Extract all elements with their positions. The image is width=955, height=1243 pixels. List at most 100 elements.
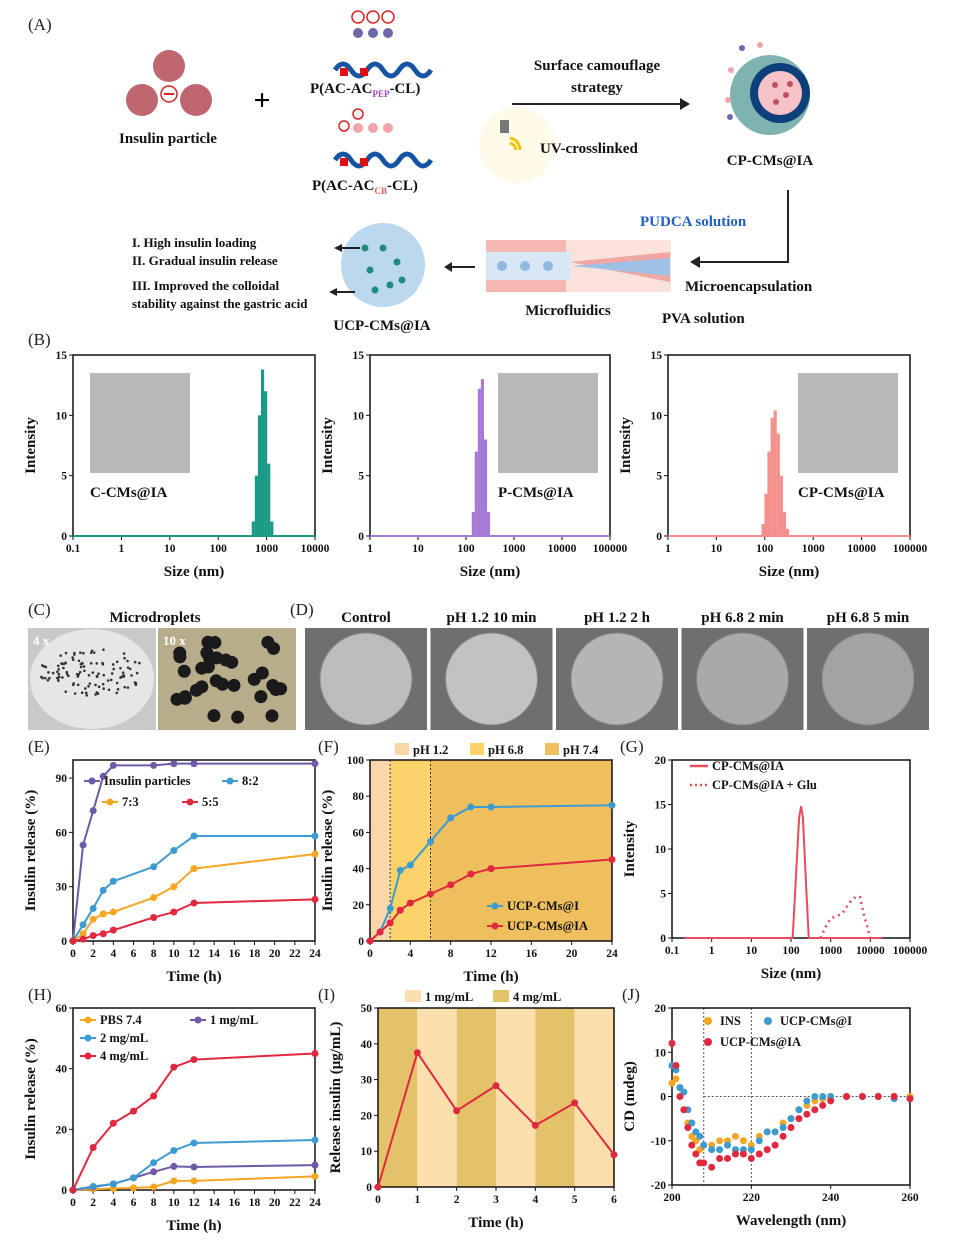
y-tick-label: 10 [361,1146,373,1158]
data-point [890,1093,898,1100]
series-line-1 [819,894,872,939]
data-point [311,1172,319,1180]
legend-label: UCP-CMs@I [780,1014,852,1028]
y-axis-label: Intensity [320,417,336,474]
data-point [731,1132,739,1140]
data-point [190,832,198,840]
x-tick-label: 6 [131,1197,137,1209]
histogram-bar [770,417,774,536]
data-point [150,1183,158,1191]
data-point [708,1163,716,1171]
pva-label: PVA solution [662,311,745,327]
sem-image-2 [556,628,678,730]
legend-swatch [405,990,421,1002]
histogram-bar [480,379,484,536]
data-point [427,890,434,898]
legend-label: CP-CMs@IA [712,759,784,773]
data-point [874,1093,882,1100]
panel-label-j: (J) [622,985,640,1004]
x-tick-label: 16 [526,948,538,960]
sem-title: pH 1.2 10 min [446,610,537,626]
data-point [170,883,178,891]
data-point [811,1093,819,1100]
legend-label: pH 6.8 [488,743,523,757]
data-point [487,803,495,811]
y-tick-label: 20 [655,755,667,767]
data-point [571,1099,579,1107]
x-axis-label: Wavelength (nm) [736,1213,846,1229]
polymer-pep-illustration [332,10,434,79]
data-point [150,863,158,871]
sem-images: Control pH 1.2 10 min pH 1.2 2 h pH 6.8 2 m… [305,610,929,730]
y-tick-label: 15 [655,800,667,812]
data-point [69,937,77,945]
panel-label-c: (C) [28,600,51,619]
data-point [190,1056,198,1064]
y-tick-label: 0 [61,1185,67,1197]
legend-label: CP-CMs@IA + Glu [712,778,817,792]
data-point [406,899,414,907]
y-tick-label: 20 [361,1110,373,1122]
data-point [716,1146,724,1154]
panel-label-g: (G) [620,737,644,756]
x-tick-label: 10 [168,948,180,960]
x-tick-label: 22 [289,948,301,960]
data-point [170,1063,178,1071]
data-point [672,1075,680,1083]
x-tick-label: 2 [454,1194,460,1206]
sample-label: P-CMs@IA [498,485,574,501]
data-point [843,1093,851,1100]
y-tick-label: 60 [56,827,68,839]
sem-title: pH 1.2 2 h [584,610,651,626]
data-point [763,1128,771,1136]
uv-crosslinked-label: UV-crosslinked [540,141,638,157]
data-point [170,760,178,768]
panel-label-h: (H) [28,985,52,1004]
x-axis-label: Time (h) [166,1218,221,1234]
x-tick-label: 18 [249,1197,261,1209]
data-point [803,1110,811,1118]
data-point [89,807,97,815]
band-2 [430,760,612,941]
microfluidics-label: Microfluidics [525,303,611,319]
histogram-bar [251,521,255,536]
x-tick-label: 0 [367,948,373,960]
legend-label: 8:2 [242,774,259,788]
data-point [672,1062,680,1070]
data-point [89,1144,97,1152]
y-tick-label: 30 [56,882,68,894]
y-axis-label: Insulin release (%) [23,1038,39,1159]
x-tick-label: 240 [822,1192,840,1204]
data-point [608,856,616,864]
y-tick-label: 10 [655,1047,667,1059]
legend-marker [84,1052,92,1060]
benefit-1: I. High insulin loading [132,235,257,250]
sample-label: C-CMs@IA [90,485,167,501]
x-tick-label: 10 [164,543,176,555]
insulin-particle-label: Insulin particle [119,131,217,147]
data-point [700,1141,708,1149]
y-tick-label: 0 [358,531,364,543]
legend-label: Insulin particles [104,774,191,788]
data-point [170,908,178,916]
legend-swatch [470,743,484,755]
y-tick-label: 100 [347,755,365,767]
y-axis-label: Release insulin (μg/mL) [328,1022,344,1174]
legend-label: UCP-CMs@IA [720,1035,801,1049]
data-point [747,1154,755,1162]
data-point [311,1136,319,1144]
histogram-bar [483,439,488,536]
sem-image-3 [681,628,804,730]
flow-arrow [700,190,789,263]
data-point [755,1137,763,1145]
x-axis-label: Size (nm) [759,564,819,580]
data-point [771,1141,779,1149]
legend-label: 1 mg/mL [425,990,473,1004]
x-tick-label: 100000 [893,945,928,957]
y-tick-label: -10 [651,1136,667,1148]
legend-marker [491,922,499,930]
data-point [692,1150,700,1158]
data-point [827,1097,835,1105]
x-tick-label: 6 [611,1194,617,1206]
